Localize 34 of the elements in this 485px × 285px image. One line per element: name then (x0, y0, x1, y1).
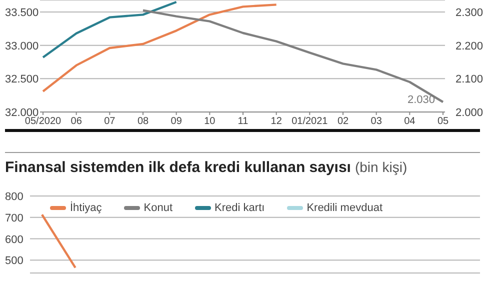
y-tick-label: 800 (5, 191, 24, 203)
x-tick-label: 06 (70, 116, 82, 128)
x-tick-label: 09 (170, 116, 182, 128)
legend-label: Kredi kartı (214, 202, 265, 214)
y2-tick-label: 2.100 (455, 74, 483, 86)
legend-label: İhtiyaç (70, 202, 102, 214)
y2-tick-label: 2.300 (455, 7, 483, 19)
y-tick-label: 500 (5, 255, 24, 268)
legend-label: Konut (144, 202, 173, 214)
x-tick-label: 05/2020 (24, 116, 62, 128)
chart-subtitle: (bin kişi) (354, 159, 408, 175)
legend-label: Kredili mevduat (306, 202, 383, 214)
y2-tick-label: 2.200 (455, 40, 483, 52)
y-tick-label: 33.000 (5, 40, 39, 52)
y-tick-label: 600 (5, 234, 24, 246)
x-tick-label: 03 (370, 116, 382, 128)
y-tick-label: 700 (5, 212, 24, 224)
x-tick-label: 07 (104, 116, 116, 128)
y-tick-label: 33.500 (5, 7, 39, 19)
x-tick-label: 10 (204, 116, 216, 128)
y-tick-label: 32.500 (5, 74, 39, 86)
x-tick-label: 05 (437, 116, 449, 128)
line-series (42, 4, 278, 92)
annotation: 2.030 (407, 94, 435, 106)
chart-title: Finansal sistemden ilk defa kredi kullanan sayısı (5, 159, 351, 176)
x-tick-label: 11 (238, 116, 249, 128)
x-tick-label: 04 (404, 116, 416, 128)
x-tick-label: 08 (137, 116, 149, 128)
x-tick-label: 12 (270, 116, 282, 128)
y2-tick-label: 2.000 (455, 107, 483, 119)
line-series (142, 9, 444, 104)
x-tick-label: 02 (337, 116, 349, 128)
x-tick-label: 01/2021 (292, 116, 328, 128)
line-series (42, 0, 178, 58)
